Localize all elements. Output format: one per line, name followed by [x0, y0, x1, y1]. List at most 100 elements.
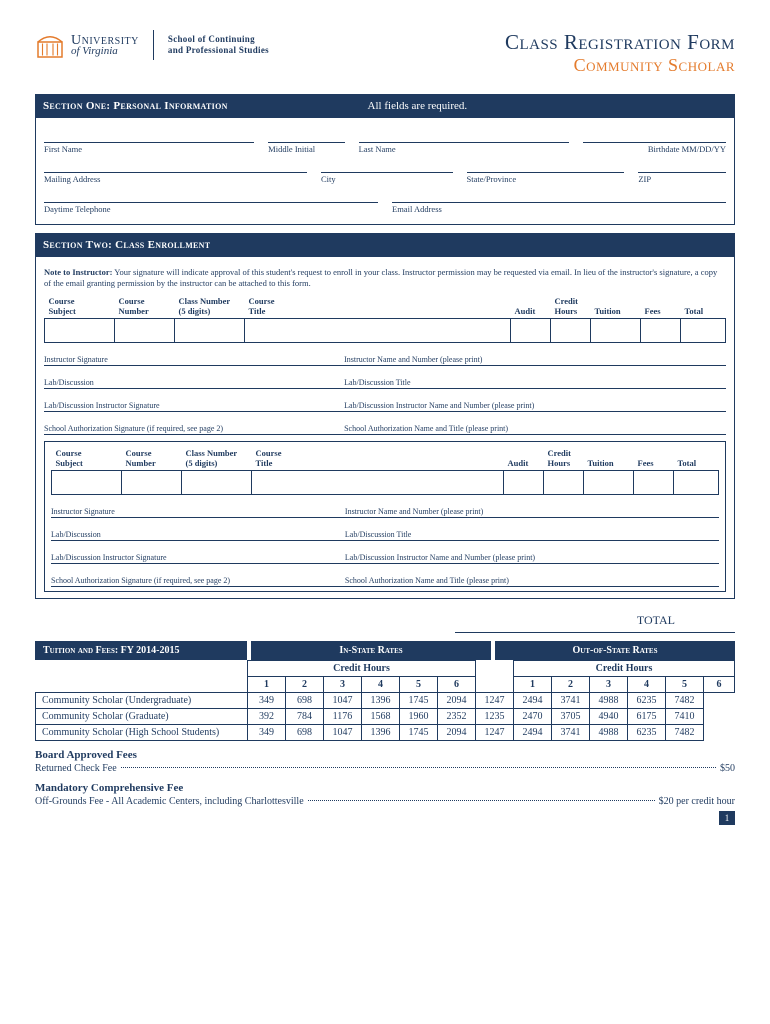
rate-cell: 349: [248, 693, 286, 709]
col-classnum: Class Number(5 digits): [182, 446, 252, 471]
instr-name[interactable]: Instructor Name and Number (please print…: [344, 355, 726, 364]
university-name: University of Virginia: [71, 34, 139, 57]
cell-fees[interactable]: [641, 319, 681, 343]
first-name-field[interactable]: First Name: [44, 142, 254, 154]
note-bold: Note to Instructor:: [44, 267, 112, 277]
off-grounds-fee: Off-Grounds Fee - All Academic Centers, …: [35, 796, 735, 807]
rate-cell: 392: [248, 709, 286, 725]
sig-row: Instructor SignatureInstructor Name and …: [44, 343, 726, 366]
cell-number[interactable]: [122, 471, 182, 495]
lab[interactable]: Lab/Discussion: [51, 530, 345, 539]
hour-col: 2: [286, 677, 324, 693]
school-name[interactable]: School Authorization Name and Title (ple…: [345, 576, 719, 585]
form-title: Class Registration Form Community Schola…: [505, 30, 735, 76]
title-main: Class Registration Form: [505, 30, 735, 55]
lab-name[interactable]: Lab/Discussion Instructor Name and Numbe…: [344, 401, 726, 410]
lab-title[interactable]: Lab/Discussion Title: [344, 378, 726, 387]
cell-total[interactable]: [674, 471, 719, 495]
mailing-address-field[interactable]: Mailing Address: [44, 172, 307, 184]
rate-cell: 4988: [590, 725, 628, 741]
rate-cell: 3705: [552, 709, 590, 725]
sig-row: Instructor SignatureInstructor Name and …: [51, 495, 719, 518]
rate-cell: 4940: [590, 709, 628, 725]
cell-title[interactable]: [252, 471, 504, 495]
hour-col: 6: [438, 677, 476, 693]
school-sig[interactable]: School Authorization Signature (if requi…: [51, 576, 345, 585]
rate-cell: 1047: [324, 725, 362, 741]
rate-cell: 698: [286, 725, 324, 741]
col-audit: Audit: [511, 294, 551, 319]
school-sig[interactable]: School Authorization Signature (if requi…: [44, 424, 344, 433]
logo-block: University of Virginia School of Continu…: [35, 30, 269, 60]
cell-audit[interactable]: [511, 319, 551, 343]
rate-cell: 6235: [628, 725, 666, 741]
cell-total[interactable]: [681, 319, 726, 343]
cell-credit[interactable]: [544, 471, 584, 495]
rate-row-label: Community Scholar (Graduate): [36, 709, 248, 725]
hour-col: 4: [628, 677, 666, 693]
middle-initial-field[interactable]: Middle Initial: [268, 142, 344, 154]
cell-credit[interactable]: [551, 319, 591, 343]
col-subject: CourseSubject: [52, 446, 122, 471]
rate-cell: 7410: [666, 709, 704, 725]
last-name-field[interactable]: Last Name: [359, 142, 569, 154]
rate-cell: 7482: [666, 725, 704, 741]
cell-fees[interactable]: [634, 471, 674, 495]
total-label: TOTAL: [455, 607, 735, 633]
instr-sig[interactable]: Instructor Signature: [44, 355, 344, 364]
lab-sig[interactable]: Lab/Discussion Instructor Signature: [51, 553, 345, 562]
col-classnum: Class Number(5 digits): [175, 294, 245, 319]
rate-cell: 2494: [514, 725, 552, 741]
sig-row: Lab/Discussion Instructor SignatureLab/D…: [51, 541, 719, 564]
hour-col: 3: [590, 677, 628, 693]
rates-table: Credit Hours Credit Hours 123456123456 C…: [35, 660, 735, 741]
cell-classnum[interactable]: [182, 471, 252, 495]
phone-field[interactable]: Daytime Telephone: [44, 202, 378, 214]
cell-subject[interactable]: [45, 319, 115, 343]
school-line2: and Professional Studies: [168, 45, 269, 56]
section1-header: Section One: Personal Information All fi…: [35, 94, 735, 118]
school-name[interactable]: School Authorization Name and Title (ple…: [344, 424, 726, 433]
school-line1: School of Continuing: [168, 34, 269, 45]
col-credit: CreditHours: [544, 446, 584, 471]
hour-col: 5: [666, 677, 704, 693]
col-title: CourseTitle: [252, 446, 504, 471]
hour-col: 3: [324, 677, 362, 693]
cell-tuition[interactable]: [584, 471, 634, 495]
lab[interactable]: Lab/Discussion: [44, 378, 344, 387]
cell-audit[interactable]: [504, 471, 544, 495]
rate-cell: 6175: [628, 709, 666, 725]
header: University of Virginia School of Continu…: [35, 30, 735, 76]
cell-tuition[interactable]: [591, 319, 641, 343]
rate-cell: 349: [248, 725, 286, 741]
returned-label: Returned Check Fee: [35, 763, 117, 774]
rate-cell: 3741: [552, 725, 590, 741]
instr-name[interactable]: Instructor Name and Number (please print…: [345, 507, 719, 516]
sig-row: School Authorization Signature (if requi…: [44, 412, 726, 435]
col-total: Total: [674, 446, 719, 471]
rate-cell: 2094: [438, 693, 476, 709]
board-fees-heading: Board Approved Fees: [35, 749, 735, 761]
instr-sig[interactable]: Instructor Signature: [51, 507, 345, 516]
zip-field[interactable]: ZIP: [638, 172, 726, 184]
cell-title[interactable]: [245, 319, 511, 343]
page-number: 1: [719, 811, 735, 825]
state-field[interactable]: State/Province: [467, 172, 625, 184]
lab-sig[interactable]: Lab/Discussion Instructor Signature: [44, 401, 344, 410]
lab-name[interactable]: Lab/Discussion Instructor Name and Numbe…: [345, 553, 719, 562]
cell-number[interactable]: [115, 319, 175, 343]
rate-cell: 7482: [666, 693, 704, 709]
lab-title[interactable]: Lab/Discussion Title: [345, 530, 719, 539]
rate-cell: 784: [286, 709, 324, 725]
rate-cell: 2494: [514, 693, 552, 709]
email-field[interactable]: Email Address: [392, 202, 726, 214]
birthdate-field[interactable]: Birthdate MM/DD/YY: [583, 142, 726, 154]
col-tuition: Tuition: [591, 294, 641, 319]
section1-box: First Name Middle Initial Last Name Birt…: [35, 118, 735, 225]
city-field[interactable]: City: [321, 172, 453, 184]
col-subject: CourseSubject: [45, 294, 115, 319]
col-title: CourseTitle: [245, 294, 511, 319]
cell-classnum[interactable]: [175, 319, 245, 343]
off-grounds-amount: $20 per credit hour: [659, 796, 735, 807]
cell-subject[interactable]: [52, 471, 122, 495]
